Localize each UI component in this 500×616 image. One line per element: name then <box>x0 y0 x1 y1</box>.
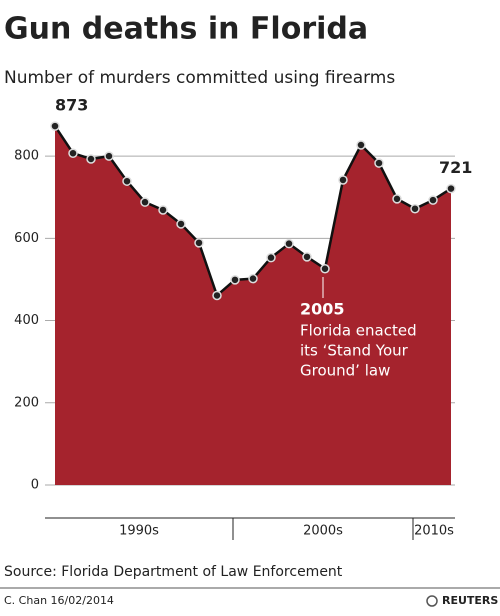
value-label: 721 <box>439 158 472 177</box>
point <box>158 205 168 215</box>
point <box>176 219 186 229</box>
point <box>266 252 276 263</box>
point <box>140 197 150 207</box>
y-tick-label: 0 <box>31 478 39 493</box>
point <box>68 148 78 158</box>
point <box>374 158 384 168</box>
annotation-text: its ‘Stand Your <box>300 342 409 360</box>
point <box>356 140 366 150</box>
point <box>284 238 294 249</box>
annotation-text: Ground’ law <box>300 362 390 380</box>
area <box>55 126 451 485</box>
point <box>86 154 96 164</box>
point <box>320 264 330 274</box>
x-group-label: 2010s <box>414 524 454 539</box>
y-tick-label: 600 <box>14 231 39 246</box>
annotation-title: 2005 <box>300 300 345 319</box>
credit: C. Chan 16/02/2014 <box>4 594 114 607</box>
source: Source: Florida Department of Law Enforc… <box>4 564 343 580</box>
chart-subtitle: Number of murders committed using firear… <box>4 68 395 88</box>
point <box>392 194 402 204</box>
point <box>428 195 438 205</box>
point <box>104 151 114 161</box>
point <box>230 275 240 285</box>
point <box>50 121 60 131</box>
point <box>338 175 348 185</box>
y-tick-label: 200 <box>14 395 39 410</box>
point <box>248 273 258 284</box>
annotation-text: Florida enacted <box>300 322 417 340</box>
value-label: 873 <box>55 96 88 115</box>
point <box>122 176 132 186</box>
y-tick-label: 800 <box>14 149 39 164</box>
point <box>410 203 420 214</box>
brand-logo <box>426 595 438 607</box>
point <box>446 183 456 194</box>
point <box>194 238 204 248</box>
chart-title: Gun deaths in Florida <box>4 12 368 47</box>
point <box>212 290 222 301</box>
x-group-label: 1990s <box>119 524 159 539</box>
point <box>302 252 312 262</box>
brand: REUTERS <box>442 594 498 607</box>
x-group-label: 2000s <box>303 524 343 539</box>
y-tick-label: 400 <box>14 313 39 328</box>
